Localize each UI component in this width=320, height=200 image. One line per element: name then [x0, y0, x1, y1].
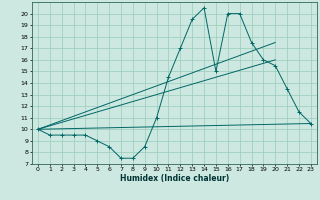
X-axis label: Humidex (Indice chaleur): Humidex (Indice chaleur) — [120, 174, 229, 183]
